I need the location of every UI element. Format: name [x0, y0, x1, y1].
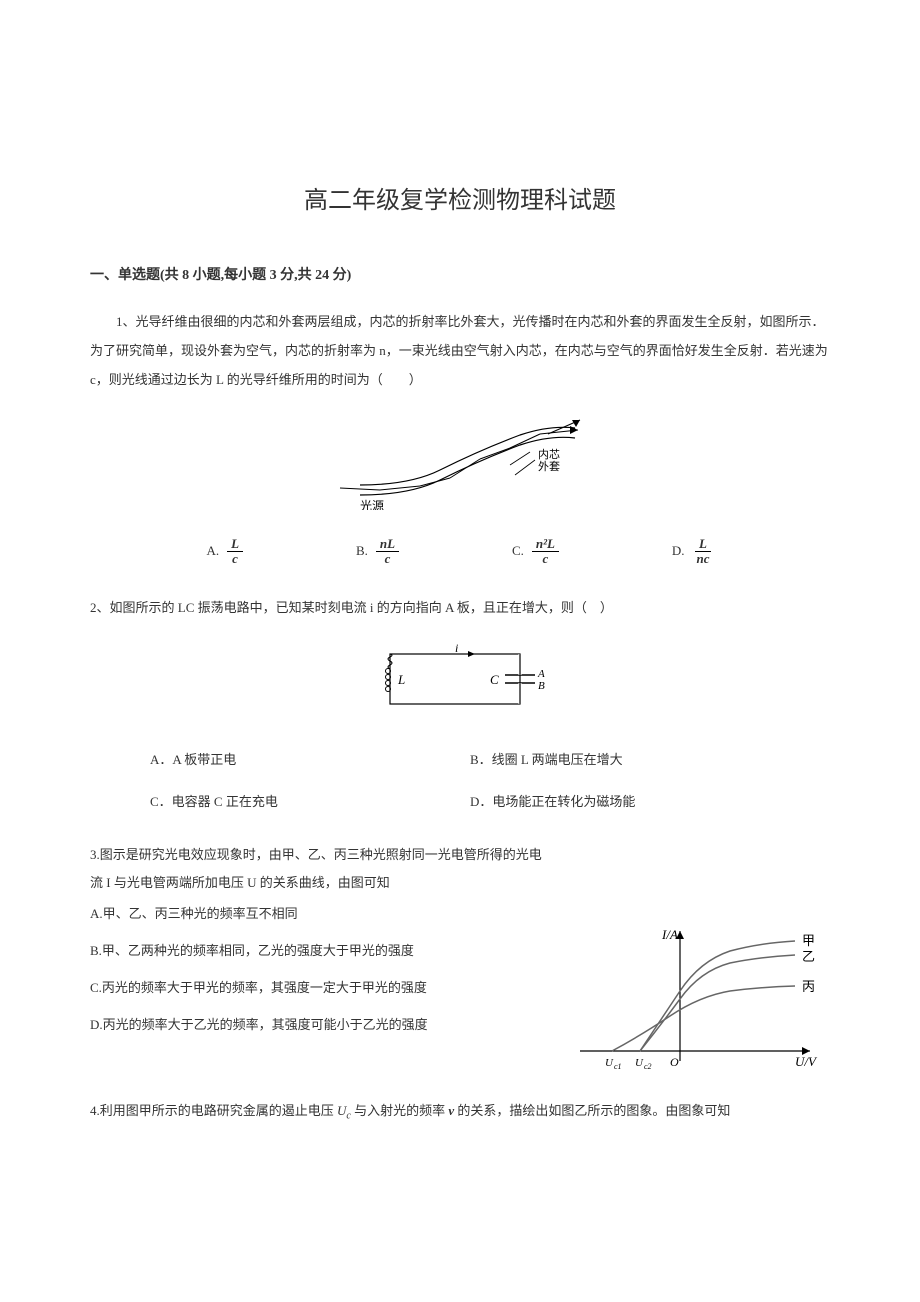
- circuit-A-label: A: [537, 668, 545, 680]
- circuit-B-label: B: [538, 680, 545, 692]
- q4-text-p2: 与入射光的频率: [351, 1103, 449, 1118]
- q1-optB-num: nL: [376, 537, 399, 552]
- q3-chart: I/A U/V O U c1 U c2 甲 乙 丙: [570, 841, 830, 1082]
- page-title: 高二年级复学检测物理科试题: [90, 180, 830, 223]
- q1-optD-den: nc: [693, 552, 714, 566]
- chart-origin-label: O: [670, 1055, 679, 1069]
- chart-curve-jia: 甲: [802, 933, 815, 948]
- q1-optC-label: C.: [512, 537, 524, 566]
- q2-option-b: B．线圈 L 两端电压在增大: [470, 746, 770, 775]
- fiber-cladding-label: 外套: [538, 460, 560, 473]
- q2-options: A．A 板带正电 B．线圈 L 两端电压在增大 C．电容器 C 正在充电 D．电…: [90, 746, 830, 817]
- q2-option-c: C．电容器 C 正在充电: [150, 788, 450, 817]
- q1-option-a: A. L c: [206, 537, 243, 567]
- fiber-source-label: 光源: [360, 499, 384, 510]
- q2-figure: L C i A B: [90, 639, 830, 730]
- q3-option-a: A.甲、乙、丙三种光的频率互不相同: [90, 898, 550, 929]
- question-4: 4.利用图甲所示的电路研究金属的遏止电压 Uc 与入射光的频率 ν 的关系，描绘…: [90, 1097, 830, 1128]
- svg-text:c1: c1: [614, 1062, 622, 1071]
- q1-option-b: B. nL c: [356, 537, 399, 567]
- q1-optC-den: c: [539, 552, 553, 566]
- q1-optC-num: n²L: [532, 537, 559, 552]
- circuit-i-label: i: [455, 641, 458, 655]
- q1-option-c: C. n²L c: [512, 537, 559, 567]
- q1-optA-num: L: [227, 537, 243, 552]
- circuit-L-label: L: [397, 672, 405, 687]
- svg-text:c2: c2: [644, 1062, 652, 1071]
- q3-options: A.甲、乙、丙三种光的频率互不相同 B.甲、乙两种光的频率相同，乙光的强度大于甲…: [90, 898, 550, 1041]
- q4-text-p1: 4.利用图甲所示的电路研究金属的遏止电压: [90, 1103, 337, 1118]
- q1-optB-label: B.: [356, 537, 368, 566]
- q3-option-c: C.丙光的频率大于甲光的频率，其强度一定大于甲光的强度: [90, 972, 550, 1003]
- q1-optD-num: L: [695, 537, 711, 552]
- q1-option-d: D. L nc: [672, 537, 714, 567]
- question-3: 3.图示是研究光电效应现象时，由甲、乙、丙三种光照射同一光电管所得的光电流 I …: [90, 841, 830, 1082]
- chart-y-label: I/A: [661, 927, 678, 942]
- q1-optA-den: c: [228, 552, 242, 566]
- q1-optD-label: D.: [672, 537, 685, 566]
- q2-text: 2、如图所示的 LC 振荡电路中，已知某时刻电流 i 的方向指向 A 板，且正在…: [90, 594, 830, 623]
- circuit-C-label: C: [490, 672, 499, 687]
- q1-options: A. L c B. nL c C. n²L c D. L nc: [90, 537, 830, 567]
- q3-option-d: D.丙光的频率大于乙光的频率，其强度可能小于乙光的强度: [90, 1009, 550, 1040]
- q1-optB-den: c: [381, 552, 395, 566]
- chart-uc2-label: U: [635, 1057, 644, 1069]
- q2-option-a: A．A 板带正电: [150, 746, 450, 775]
- q2-option-d: D．电场能正在转化为磁场能: [470, 788, 770, 817]
- question-1: 1、光导纤维由很细的内芯和外套两层组成，内芯的折射率比外套大，光传播时在内芯和外…: [90, 308, 830, 566]
- chart-uc1-label: U: [605, 1057, 614, 1069]
- chart-curve-yi: 乙: [802, 949, 815, 964]
- chart-x-label: U/V: [795, 1054, 818, 1069]
- q3-intro: 3.图示是研究光电效应现象时，由甲、乙、丙三种光照射同一光电管所得的光电流 I …: [90, 841, 550, 898]
- q4-text-p3: 的关系，描绘出如图乙所示的图象。由图象可知: [454, 1103, 730, 1118]
- question-2: 2、如图所示的 LC 振荡电路中，已知某时刻电流 i 的方向指向 A 板，且正在…: [90, 594, 830, 816]
- section-header: 一、单选题(共 8 小题,每小题 3 分,共 24 分): [90, 263, 830, 288]
- chart-curve-bing: 丙: [802, 979, 815, 994]
- q4-uc: U: [337, 1103, 346, 1118]
- q1-text: 1、光导纤维由很细的内芯和外套两层组成，内芯的折射率比外套大，光传播时在内芯和外…: [90, 308, 830, 394]
- fiber-core-label: 内芯: [538, 447, 560, 461]
- q1-optA-label: A.: [206, 537, 219, 566]
- q3-option-b: B.甲、乙两种光的频率相同，乙光的强度大于甲光的强度: [90, 935, 550, 966]
- q1-figure: 光源 内芯 外套: [90, 410, 830, 521]
